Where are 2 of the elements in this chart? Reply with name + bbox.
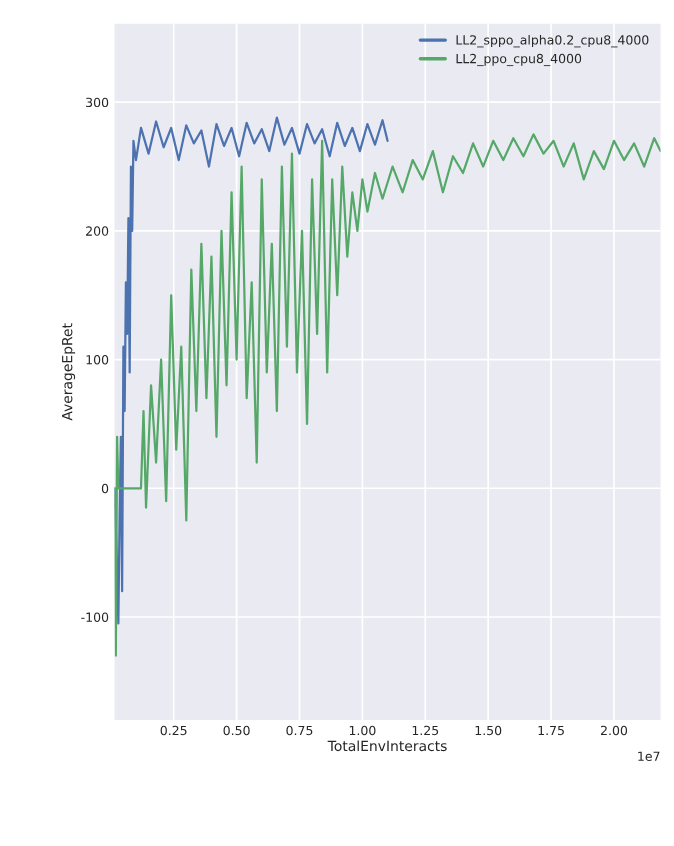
line-series — [114, 116, 389, 625]
line-series — [114, 133, 661, 657]
